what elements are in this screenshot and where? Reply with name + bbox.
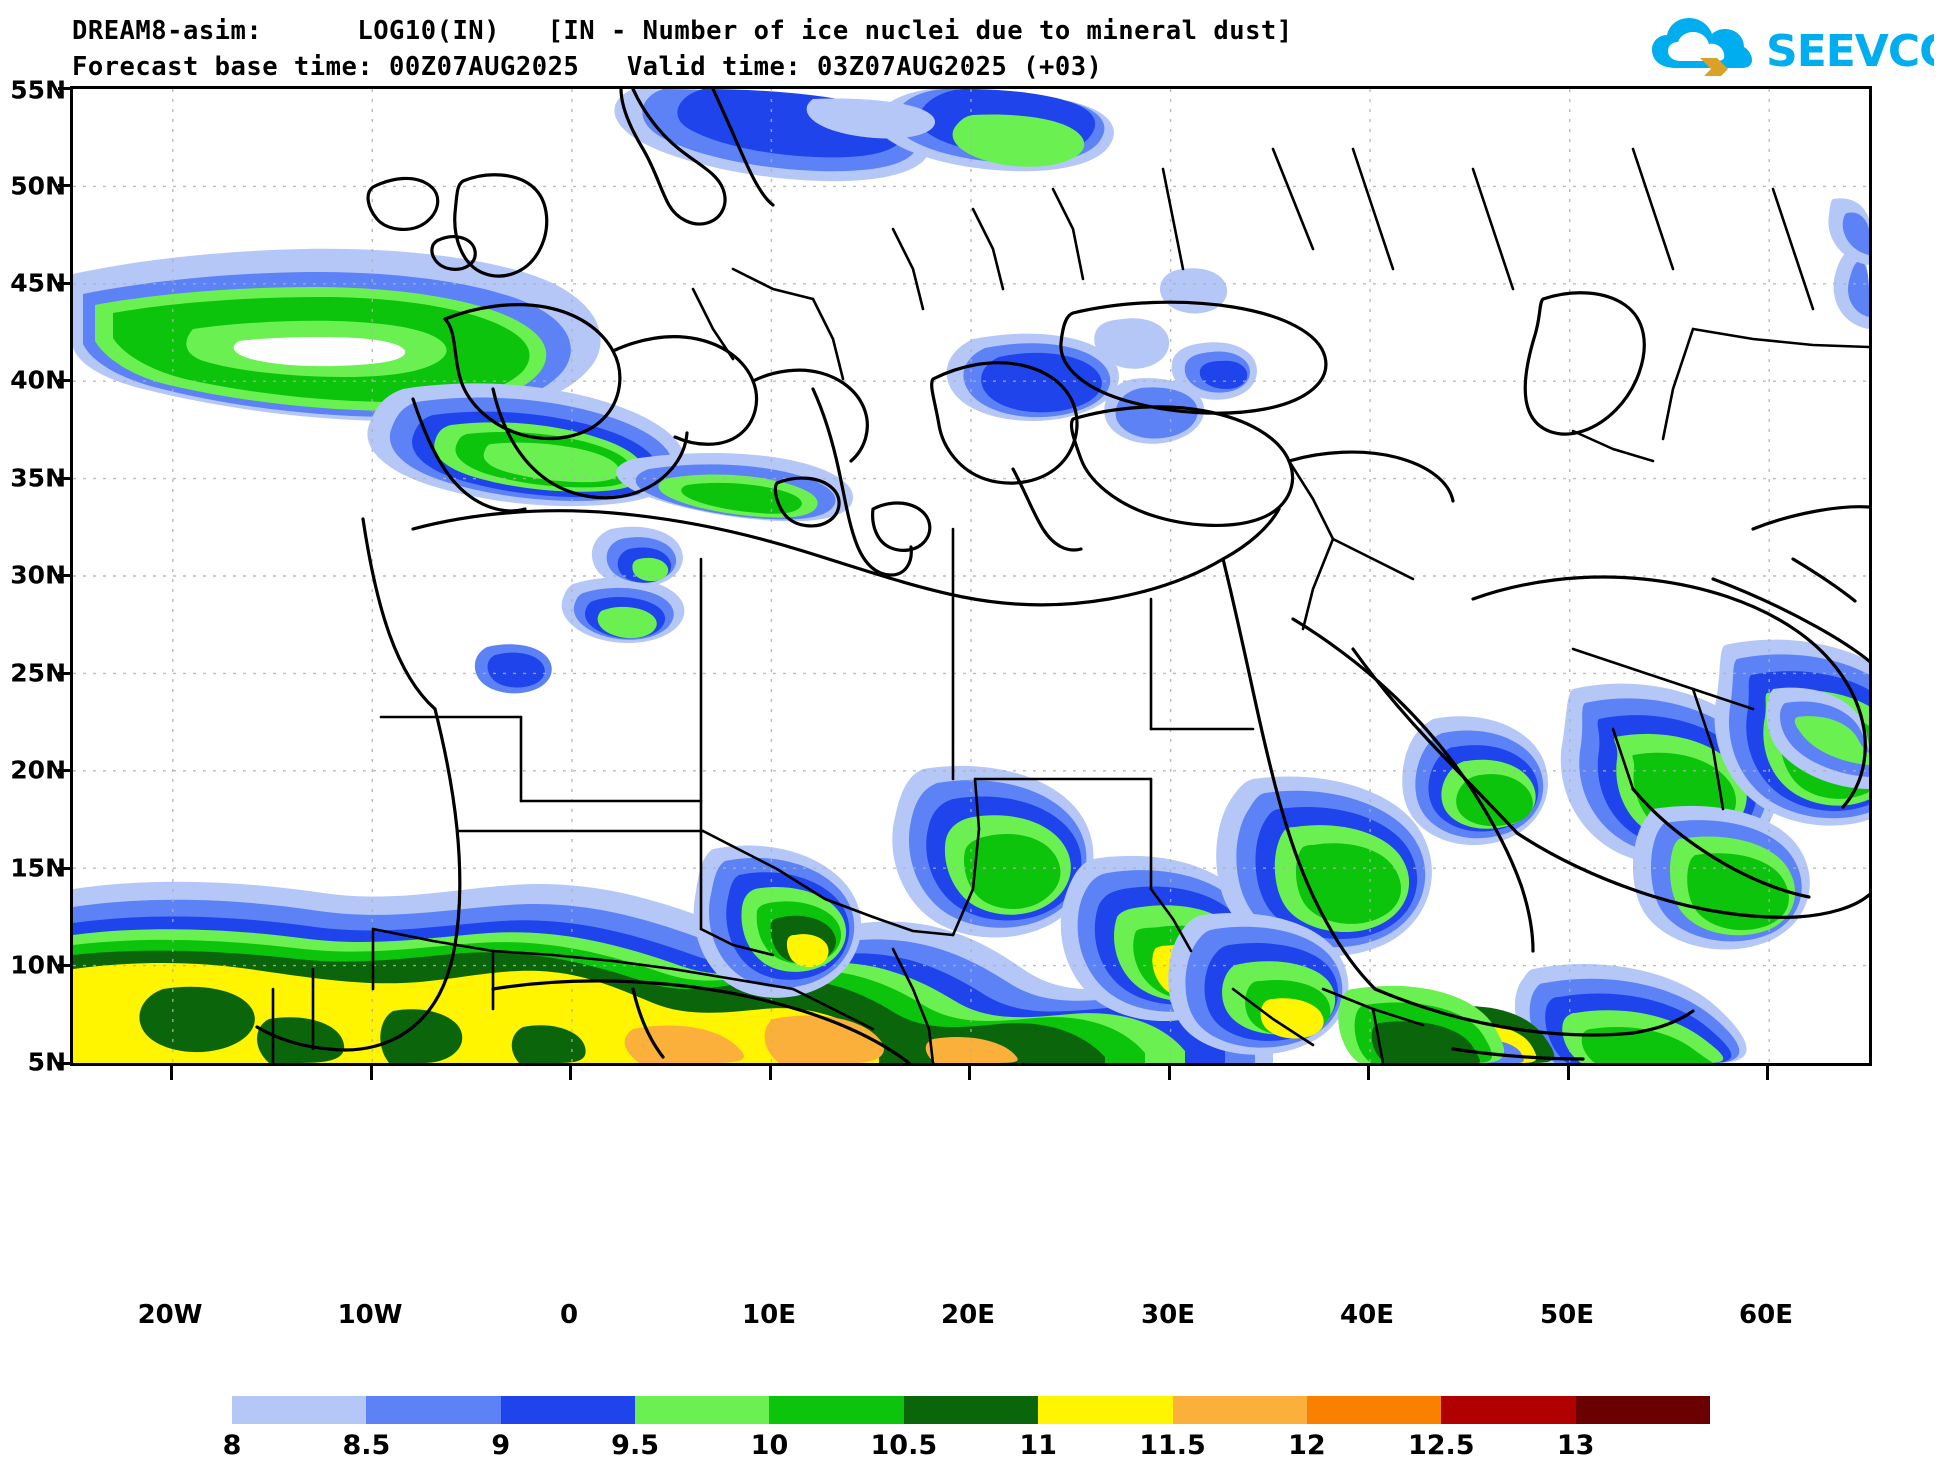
- y-axis-label: 35N: [10, 463, 66, 493]
- colorbar-swatch: [903, 1396, 1039, 1424]
- x-axis-label: 20W: [137, 1300, 203, 1330]
- contour-group-sudan-redsea: [1168, 716, 1548, 1055]
- x-tick: [569, 1066, 572, 1080]
- x-axis-label: 30E: [1141, 1300, 1195, 1330]
- contour-group-caspian: [1828, 198, 1869, 265]
- header-title-line: DREAM8-asim: LOG10(IN) [IN - Number of i…: [72, 16, 1293, 46]
- colorbar-tick-label: 8: [222, 1430, 242, 1461]
- x-axis-label: 20E: [941, 1300, 995, 1330]
- x-tick: [769, 1066, 772, 1080]
- colorbar-swatch: [1306, 1396, 1442, 1424]
- y-axis-label: 15N: [10, 853, 66, 883]
- y-axis-label: 45N: [10, 268, 66, 298]
- y-tick: [58, 769, 72, 772]
- header-time-line: Forecast base time: 00Z07AUG2025 Valid t…: [72, 52, 1103, 82]
- contour-group-sahel: [73, 881, 1273, 1063]
- colorbar-swatch: [366, 1396, 501, 1424]
- colorbar-tick-label: 10.5: [870, 1430, 938, 1461]
- contour-group-baltic: [614, 89, 1114, 182]
- contour-group-iberia: [73, 248, 854, 694]
- y-tick: [58, 379, 72, 382]
- seevccc-logo-text: SEEVCCC: [1766, 26, 1934, 76]
- map-svg: [73, 89, 1869, 1063]
- seevccc-logo-graphic: SEEVCCC: [1652, 18, 1934, 76]
- colorbar-swatch: [1038, 1396, 1173, 1424]
- colorbar-tick-label: 13: [1556, 1430, 1595, 1461]
- colorbar-tick-label: 8.5: [342, 1430, 391, 1461]
- map-canvas: [73, 89, 1869, 1063]
- contour-group-central-africa: [693, 765, 1259, 1022]
- y-tick: [58, 86, 72, 90]
- y-axis-label: 10N: [10, 950, 66, 980]
- y-tick: [58, 476, 72, 480]
- x-axis-label: 10E: [742, 1300, 796, 1330]
- y-axis-label: 30N: [10, 560, 66, 590]
- graticule: [73, 89, 1869, 1063]
- colorbar-swatch: [500, 1396, 636, 1424]
- x-axis-label: 60E: [1739, 1300, 1793, 1330]
- y-tick: [58, 281, 72, 285]
- colorbar: [232, 1396, 1710, 1424]
- colorbar-tick-label: 9.5: [611, 1430, 659, 1461]
- x-axis-label: 0: [559, 1300, 579, 1330]
- contour-group-horn-africa: [1338, 963, 1747, 1063]
- y-axis-label: 25N: [10, 658, 66, 688]
- y-tick: [58, 964, 72, 967]
- x-axis-label: 10W: [337, 1300, 403, 1330]
- y-axis-label: 55N: [10, 75, 66, 105]
- coastlines-and-borders: [255, 89, 1869, 1063]
- colorbar-swatch: [769, 1396, 904, 1424]
- forecast-map-plot: [70, 86, 1872, 1066]
- seevccc-logo: SEEVCCC: [1648, 14, 1934, 76]
- colorbar-swatch: [232, 1396, 367, 1424]
- colorbar-swatch: [1575, 1396, 1710, 1424]
- x-tick: [1766, 1066, 1769, 1080]
- colorbar-swatch: [1441, 1396, 1576, 1424]
- y-tick: [58, 184, 72, 187]
- colorbar-tick-label: 11.5: [1139, 1430, 1206, 1461]
- y-axis-label: 50N: [10, 171, 66, 201]
- colorbar-tick-label: 9: [491, 1430, 511, 1461]
- y-tick: [58, 866, 72, 870]
- cloud-icon: [1652, 18, 1752, 68]
- y-tick: [58, 1061, 72, 1065]
- chevron-arrow-icon: [1700, 58, 1728, 76]
- x-tick: [1567, 1066, 1570, 1080]
- y-axis-label: 20N: [10, 755, 66, 785]
- x-tick: [170, 1066, 173, 1080]
- x-tick: [968, 1066, 971, 1080]
- colorbar-tick-label: 12.5: [1407, 1430, 1475, 1461]
- colorbar-tick-label: 11: [1019, 1430, 1057, 1461]
- colorbar-tick-label: 10: [750, 1430, 789, 1461]
- contour-field: [73, 89, 1869, 1063]
- colorbar-tick-labels: 8 8.5 9 9.5 10 10.5 11 11.5 12 12.5 13: [0, 1430, 1942, 1470]
- colorbar-tick-label: 12: [1288, 1430, 1326, 1461]
- y-axis-label: 40N: [10, 365, 66, 395]
- y-tick: [58, 671, 72, 675]
- colorbar-swatch: [635, 1396, 770, 1424]
- y-tick: [58, 574, 72, 577]
- x-tick: [370, 1066, 373, 1080]
- x-tick: [1168, 1066, 1171, 1080]
- colorbar-swatch: [1172, 1396, 1307, 1424]
- x-axis-label: 50E: [1540, 1300, 1594, 1330]
- y-axis-label: 5N: [27, 1047, 66, 1077]
- x-tick: [1367, 1066, 1370, 1080]
- x-axis-label: 40E: [1340, 1300, 1394, 1330]
